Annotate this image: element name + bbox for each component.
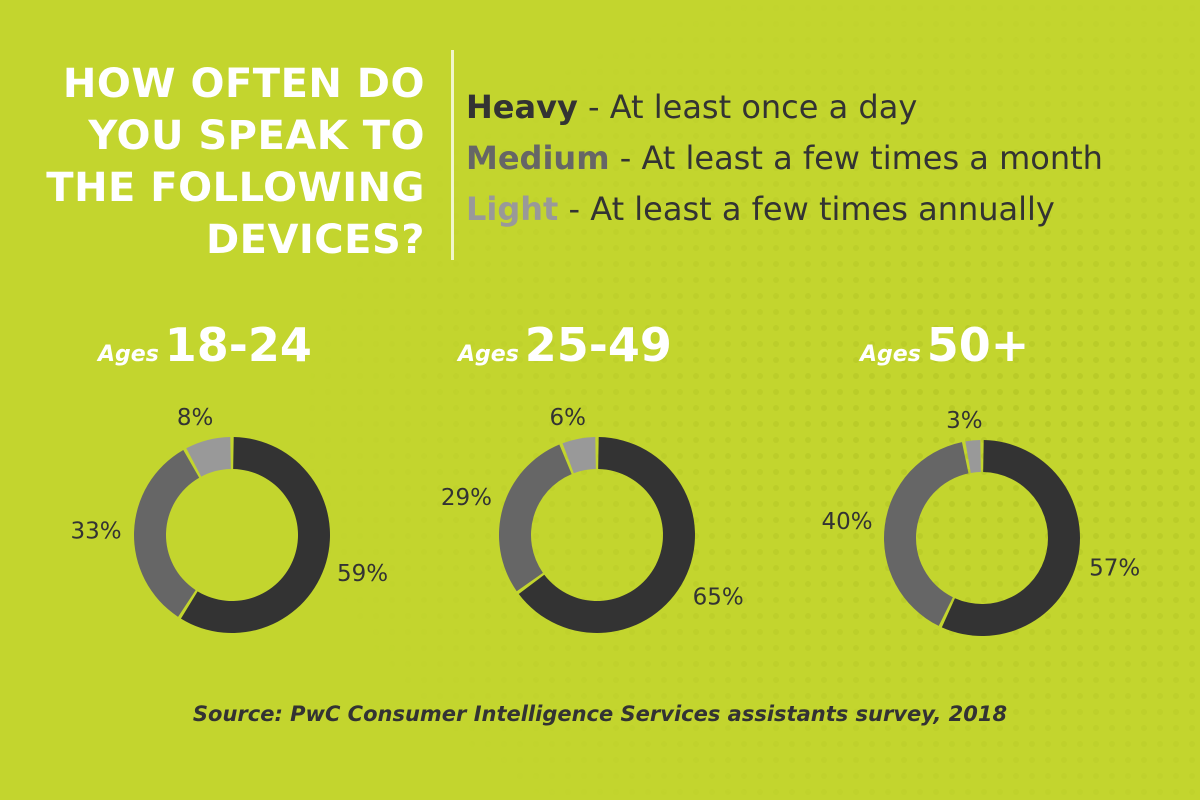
legend-key: Light [466, 190, 559, 228]
data-label: 65% [693, 585, 744, 611]
age-prefix: Ages [860, 342, 921, 367]
legend-item-light: Light - At least a few times annually [466, 184, 1103, 235]
chart-title: HOW OFTEN DO YOU SPEAK TO THE FOLLOWING … [25, 58, 425, 266]
age-group-title: Ages 25-49 [458, 318, 672, 372]
donut-segment-heavy [180, 437, 330, 633]
title-line: DEVICES? [205, 217, 425, 263]
legend-desc: - At least once a day [577, 88, 918, 126]
legend-item-medium: Medium - At least a few times a month [466, 133, 1103, 184]
donut-segment-medium [883, 442, 969, 626]
legend-desc: - At least a few times annually [558, 190, 1055, 228]
donut-segment-light [562, 437, 596, 474]
donut-segment-light [965, 440, 981, 473]
data-label: 57% [1089, 556, 1140, 582]
data-label: 59% [337, 561, 388, 587]
age-prefix: Ages [98, 342, 159, 367]
age-range: 50+ [926, 318, 1030, 372]
title-line: THE FOLLOWING [46, 165, 425, 211]
legend-item-heavy: Heavy - At least once a day [466, 82, 1103, 133]
data-label: 3% [946, 408, 983, 434]
data-label: 29% [441, 485, 492, 511]
age-range: 25-49 [524, 318, 672, 372]
source-note: Source: PwC Consumer Intelligence Servic… [192, 702, 1008, 726]
divider [451, 50, 454, 260]
donut-segment-heavy [518, 437, 695, 633]
donut-segment-light [186, 437, 231, 477]
donut-segment-heavy [941, 440, 1080, 636]
legend-key: Heavy [466, 88, 578, 126]
data-label: 6% [550, 405, 587, 431]
data-label: 40% [822, 509, 873, 535]
legend-key: Medium [466, 139, 610, 177]
donut-segment-medium [499, 444, 572, 592]
age-prefix: Ages [458, 342, 519, 367]
title-line: HOW OFTEN DO [62, 61, 425, 107]
age-group-title: Ages 50+ [860, 318, 1029, 372]
age-range: 18-24 [164, 318, 312, 372]
legend: Heavy - At least once a day Medium - At … [466, 82, 1103, 235]
title-line: YOU SPEAK TO [88, 113, 425, 159]
legend-desc: - At least a few times a month [609, 139, 1103, 177]
data-label: 33% [71, 519, 122, 545]
age-group-title: Ages 18-24 [98, 318, 312, 372]
donut-segment-medium [134, 449, 200, 617]
data-label: 8% [177, 405, 214, 431]
